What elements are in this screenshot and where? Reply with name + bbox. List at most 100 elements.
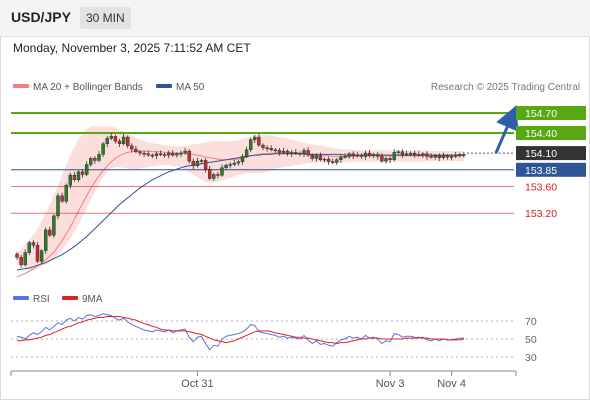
candle-body (64, 184, 68, 202)
candle (433, 154, 437, 160)
candle-body (146, 153, 150, 156)
candle (183, 147, 187, 155)
candle-body (351, 153, 355, 156)
candle (232, 159, 237, 167)
candle-body (48, 229, 52, 236)
resistance-label: 154.40 (525, 128, 557, 140)
candle-body (298, 152, 302, 155)
candle (244, 146, 249, 159)
bollinger-band-fill (17, 126, 464, 271)
rsi-tick-label: 30 (525, 352, 537, 364)
candle (130, 143, 134, 153)
candle (363, 150, 368, 160)
resistance-label: 154.70 (525, 108, 557, 120)
candle-body (429, 156, 433, 158)
candle (134, 145, 138, 154)
credit-text: Research © 2025 Trading Central (431, 82, 580, 93)
candle-body (437, 155, 441, 158)
candle (318, 152, 323, 162)
candle (203, 157, 208, 173)
price-legend: MA 20 + Bollinger Bands MA 50 Research ©… (13, 82, 580, 93)
ma20-legend-label: MA 20 + Bollinger Bands (33, 82, 143, 93)
candle-body (113, 136, 118, 142)
candle (31, 240, 36, 249)
candle-body (68, 174, 73, 186)
candle-body (72, 174, 77, 181)
candle (417, 151, 421, 157)
candle (253, 134, 257, 144)
candle-body (117, 140, 122, 144)
candle-body (310, 154, 314, 159)
candle-body (39, 250, 44, 262)
candle-body (187, 150, 191, 162)
candle (326, 156, 331, 166)
rsi-legend: RSI 9MA (13, 294, 103, 305)
candle (23, 249, 27, 267)
candle-body (76, 171, 81, 181)
ma50-legend-label: MA 50 (176, 82, 205, 93)
candle-body (236, 161, 241, 164)
candle-body (142, 152, 146, 155)
rsi-legend-swatch (13, 296, 29, 300)
candle (404, 150, 409, 157)
moving-average-lines (16, 150, 464, 278)
candle-body (191, 160, 196, 166)
timeframe-badge[interactable]: 30 MIN (80, 7, 131, 29)
candle (27, 240, 31, 256)
candle-body (101, 143, 105, 155)
candle (257, 133, 261, 147)
candle-body (367, 152, 372, 156)
candle (421, 152, 425, 158)
rsi-legend-label: RSI (33, 294, 50, 305)
candle-body (203, 160, 208, 170)
candle-body (265, 147, 269, 149)
candle (220, 164, 224, 177)
candle-body (376, 154, 380, 157)
candle (80, 169, 85, 178)
candle (125, 135, 130, 149)
candle-body (458, 154, 462, 156)
candle-body (294, 152, 298, 154)
candle-body (425, 153, 429, 157)
candle-body (52, 215, 56, 236)
candle (187, 149, 191, 164)
candle-body (89, 158, 93, 165)
candle-body (449, 156, 454, 158)
ma50-legend-swatch (156, 84, 172, 88)
candle (117, 138, 122, 148)
candle-body (80, 171, 85, 175)
candle (441, 152, 446, 160)
candle-body (302, 150, 306, 154)
candle-body (224, 164, 228, 168)
candle-body (60, 195, 64, 202)
candle-body (433, 155, 437, 158)
candle (281, 147, 286, 155)
candle-body (347, 153, 351, 157)
candle (199, 158, 204, 164)
candle (64, 183, 68, 204)
candle (335, 158, 339, 165)
rsi-ma-legend-label: 9MA (82, 294, 103, 305)
candle-body (285, 150, 290, 154)
candle-body (162, 154, 167, 156)
candle-body (413, 152, 417, 155)
candle (351, 151, 355, 160)
candle (166, 150, 171, 159)
candle-body (97, 154, 101, 161)
x-tick-label: Nov 3 (376, 378, 405, 390)
ma20-line (16, 150, 464, 278)
candle (458, 152, 462, 158)
rsi-tick-label: 70 (525, 316, 537, 328)
candle (39, 248, 44, 264)
candle (277, 147, 282, 156)
candle-body (207, 168, 212, 179)
candle-body (93, 158, 97, 161)
candle (269, 145, 273, 152)
candle-body (392, 152, 396, 160)
x-tick-label: Nov 4 (437, 378, 466, 390)
candle-body (27, 242, 31, 253)
candle (265, 145, 269, 152)
candle (228, 161, 232, 169)
candle-body (150, 154, 155, 157)
candle-body (261, 144, 265, 148)
